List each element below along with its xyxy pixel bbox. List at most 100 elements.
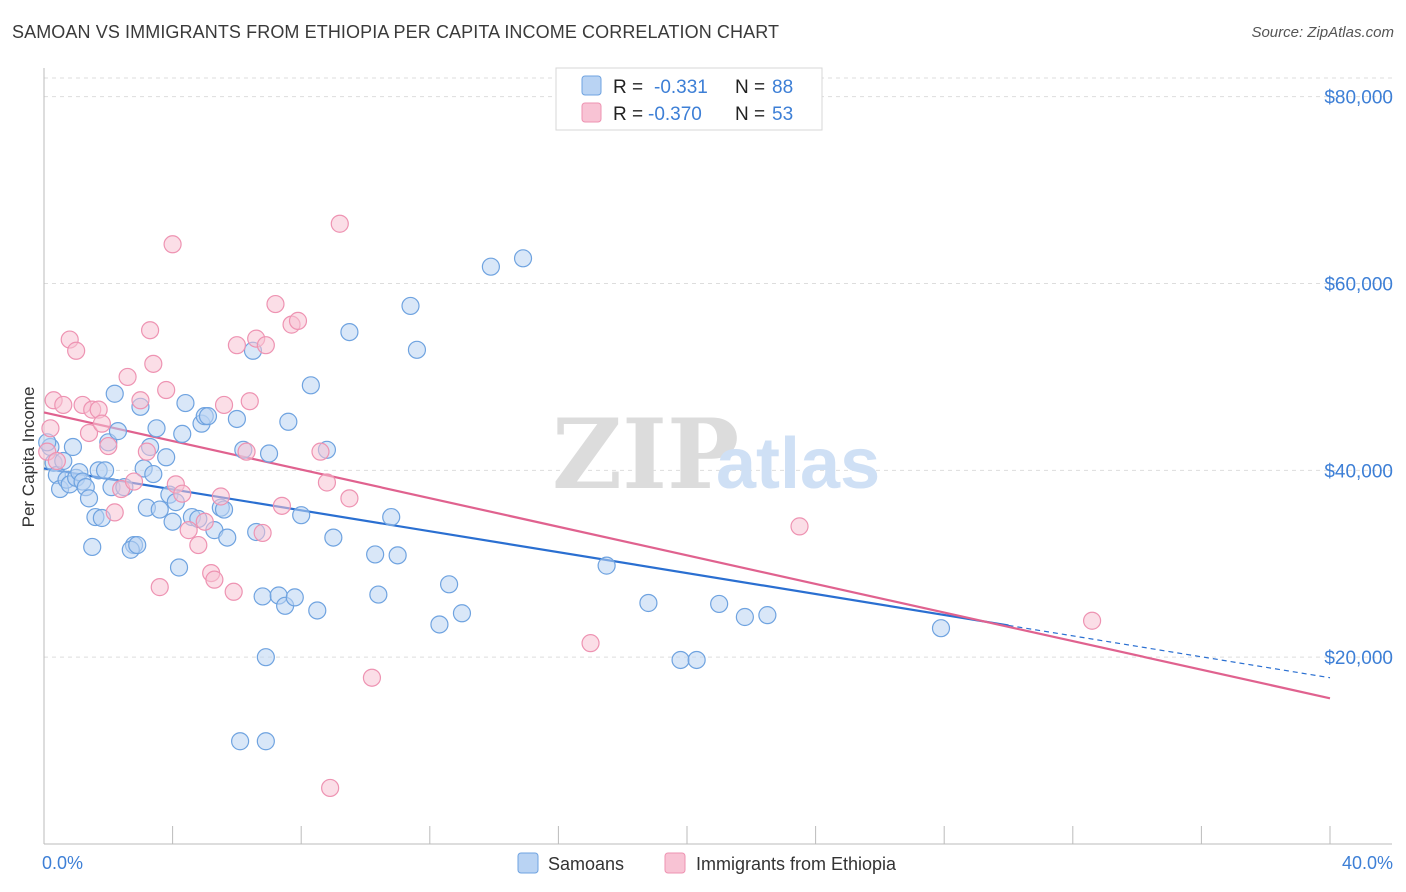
y-tick-label-2: $60,000 <box>1324 275 1393 296</box>
legend-swatch-ethiopia <box>581 102 602 123</box>
point-ethiopia-30 <box>205 570 224 589</box>
point-samoans-51 <box>256 648 275 667</box>
point-samoans-7 <box>63 437 83 457</box>
x-tick-labels: 0.0% 40.0% <box>42 853 1393 873</box>
point-ethiopia-34 <box>227 336 246 355</box>
point-samoans-42 <box>198 407 218 426</box>
point-samoans-29 <box>147 419 166 438</box>
point-ethiopia-33 <box>224 582 243 601</box>
point-samoans-76 <box>671 650 690 670</box>
point-ethiopia-40 <box>266 294 285 314</box>
point-ethiopia-41 <box>272 496 292 515</box>
trend-lines <box>43 411 1331 700</box>
point-samoans-36 <box>173 424 192 444</box>
point-ethiopia-28 <box>195 512 214 531</box>
trend-line-samoans <box>43 467 1009 627</box>
point-ethiopia-51 <box>1082 611 1102 630</box>
point-samoans-77 <box>687 650 706 670</box>
point-samoans-52 <box>259 444 279 463</box>
point-samoans-81 <box>931 619 951 638</box>
point-samoans-33 <box>163 512 182 531</box>
bottom-legend-label-samoans: Samoans <box>548 854 624 874</box>
legend-n-value-2: 53 <box>772 104 793 125</box>
point-ethiopia-52 <box>321 778 340 798</box>
point-samoans-67 <box>401 296 420 316</box>
y-tick-label-1: $40,000 <box>1324 461 1393 482</box>
chart-source: Source: ZipAtlas.com <box>1251 24 1394 41</box>
point-ethiopia-43 <box>288 311 308 330</box>
point-samoans-46 <box>227 409 246 429</box>
point-ethiopia-23 <box>163 235 182 254</box>
point-ethiopia-19 <box>140 321 160 340</box>
point-samoans-12 <box>79 489 99 508</box>
point-samoans-72 <box>481 257 500 276</box>
chart-title: SAMOAN VS IMMIGRANTS FROM ETHIOPIA PER C… <box>12 22 780 42</box>
point-samoans-63 <box>366 545 385 564</box>
point-samoans-30 <box>150 500 169 519</box>
point-samoans-64 <box>369 585 388 604</box>
bottom-legend-label-ethiopia: Immigrants from Ethiopia <box>696 854 897 874</box>
watermark: ZIP atlas <box>552 398 880 511</box>
x-tick-label-0: 0.0% <box>42 853 83 873</box>
legend-n-label-1: N = <box>735 77 765 98</box>
bottom-legend-swatch-ethiopia <box>664 852 686 874</box>
point-samoans-75 <box>639 593 658 613</box>
y-tick-label-0: $20,000 <box>1324 648 1393 669</box>
point-ethiopia-39 <box>256 336 275 355</box>
legend: R = -0.331 N = 88 R = -0.370 N = 53 <box>555 67 823 131</box>
point-samoans-13 <box>83 537 102 557</box>
point-samoans-70 <box>439 575 459 594</box>
point-ethiopia-32 <box>214 395 234 415</box>
point-samoans-45 <box>218 528 237 547</box>
point-ethiopia-21 <box>150 578 169 597</box>
point-ethiopia-35 <box>237 442 256 461</box>
point-ethiopia-13 <box>105 503 124 522</box>
point-samoans-19 <box>105 384 124 403</box>
bottom-legend-swatch-samoans <box>517 852 539 874</box>
point-ethiopia-48 <box>362 668 382 687</box>
point-samoans-65 <box>382 507 401 527</box>
point-ethiopia-36 <box>240 392 259 411</box>
point-samoans-68 <box>407 340 427 359</box>
point-samoans-20 <box>108 422 128 441</box>
point-ethiopia-4 <box>54 395 73 415</box>
point-samoans-78 <box>710 594 729 614</box>
point-samoans-56 <box>285 588 304 607</box>
gridlines <box>44 77 1392 658</box>
legend-r-label-1: R = <box>613 77 643 98</box>
point-samoans-31 <box>157 448 176 467</box>
y-axis-label: Per Capita Income <box>19 387 38 528</box>
point-ethiopia-45 <box>317 473 337 492</box>
point-ethiopia-44 <box>311 442 330 461</box>
point-samoans-23 <box>128 535 147 555</box>
point-ethiopia-18 <box>137 442 156 461</box>
point-ethiopia-20 <box>144 354 163 373</box>
legend-swatch-samoans <box>581 75 602 96</box>
point-samoans-71 <box>452 604 472 623</box>
point-samoans-55 <box>279 412 298 431</box>
point-ethiopia-12 <box>99 436 118 456</box>
point-samoans-62 <box>340 322 359 342</box>
point-samoans-79 <box>735 607 754 627</box>
point-ethiopia-22 <box>157 380 176 400</box>
point-samoans-74 <box>597 556 616 575</box>
point-ethiopia-16 <box>124 472 144 491</box>
point-ethiopia-17 <box>131 391 150 410</box>
point-ethiopia-27 <box>189 535 208 555</box>
point-ethiopia-49 <box>581 634 600 653</box>
point-samoans-37 <box>176 393 195 413</box>
point-samoans-86 <box>95 461 115 480</box>
point-ethiopia-38 <box>253 523 272 543</box>
x-tick-label-1: 40.0% <box>1342 853 1393 873</box>
point-ethiopia-50 <box>790 517 809 536</box>
point-samoans-57 <box>292 506 311 525</box>
point-samoans-73 <box>513 249 533 268</box>
point-samoans-28 <box>144 464 163 484</box>
legend-n-value-1: 88 <box>772 77 793 98</box>
watermark-atlas: atlas <box>716 424 880 504</box>
point-ethiopia-11 <box>92 414 111 433</box>
point-ethiopia-15 <box>118 367 137 387</box>
point-samoans-50 <box>253 587 272 606</box>
point-samoans-59 <box>308 601 327 620</box>
point-samoans-66 <box>388 546 407 565</box>
